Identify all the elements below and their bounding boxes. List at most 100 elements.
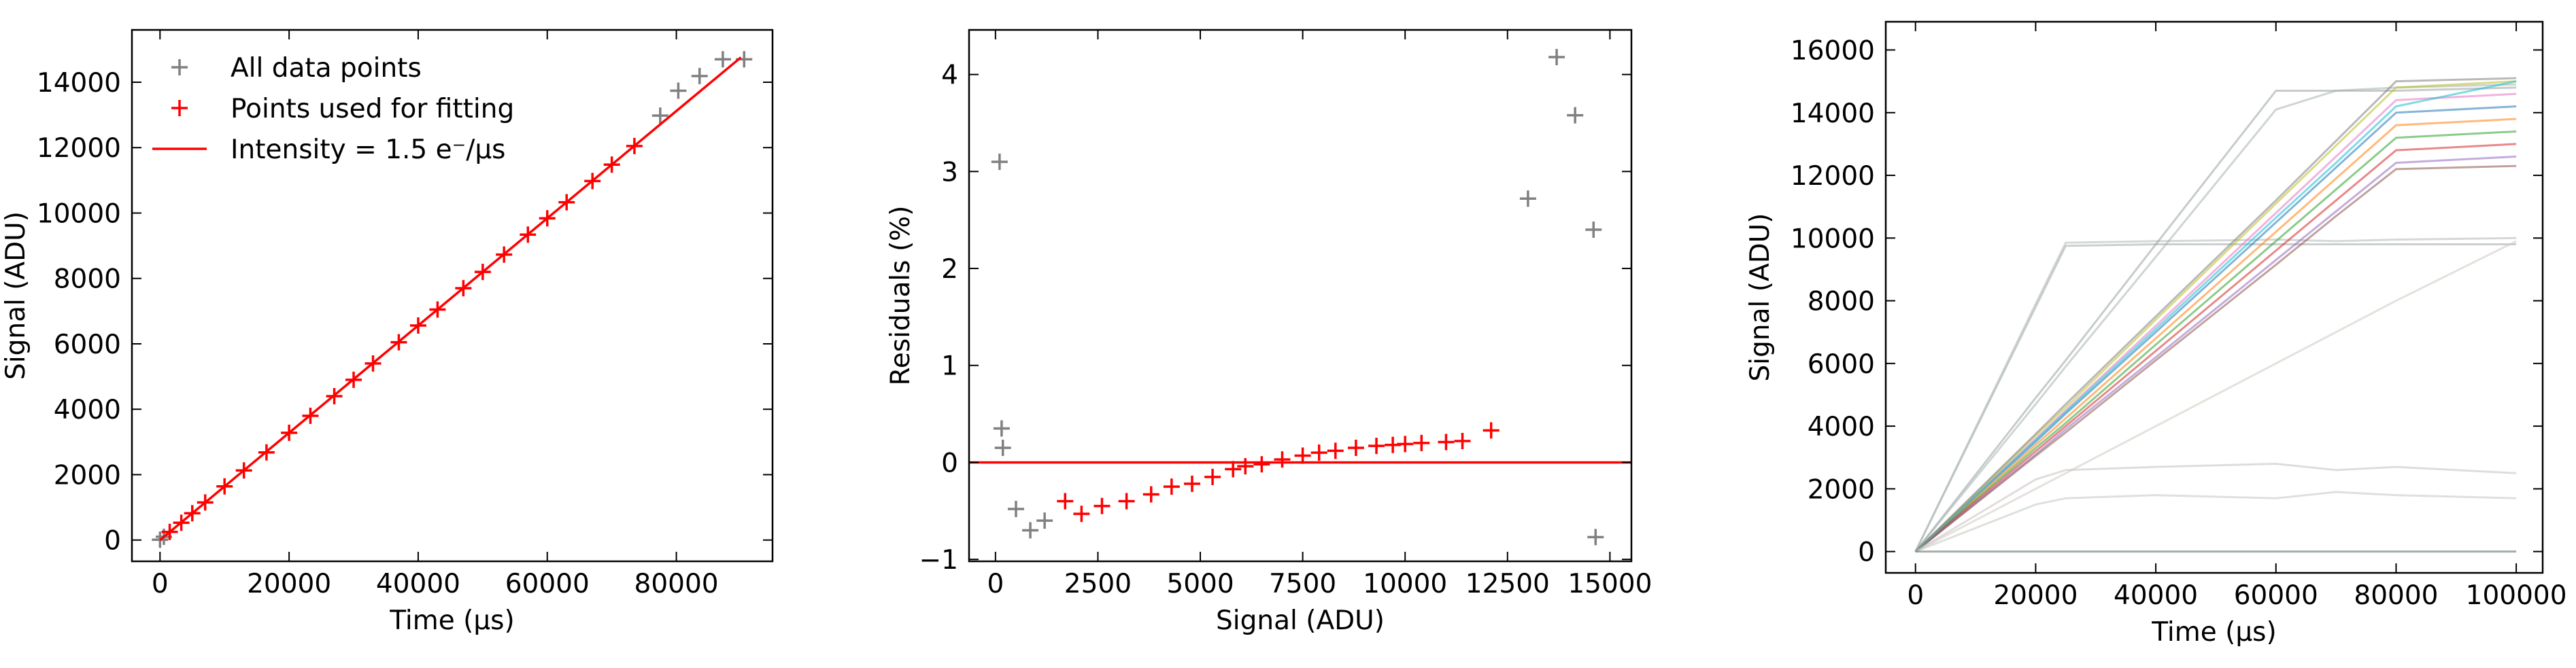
- data-point: [1073, 506, 1090, 523]
- x-tick-label: 40000: [376, 569, 460, 599]
- plot-area: [969, 48, 1631, 546]
- x-tick-label: 0: [987, 569, 1004, 599]
- data-line: [1915, 240, 2517, 552]
- x-tick-label: 60000: [2234, 580, 2318, 611]
- x-tick-label: 12500: [1465, 569, 1550, 599]
- data-point: [1310, 444, 1327, 461]
- data-point: [1482, 422, 1499, 439]
- x-tick-label: 15000: [1567, 569, 1652, 599]
- chart: 0 20000 40000 60000 80000 0 2000 4000 6000 8000 10…: [1, 29, 774, 636]
- y-tick-label: 3: [941, 157, 958, 188]
- y-tick-label: 8000: [54, 264, 121, 295]
- data-point: [651, 107, 668, 124]
- data-point: [1225, 461, 1242, 478]
- data-point: [1519, 190, 1536, 207]
- x-tick-label: 0: [152, 569, 169, 599]
- y-tick-label: 0: [1858, 538, 1875, 568]
- x-tick-label: 20000: [247, 569, 331, 599]
- legend-label: Points used for fitting: [231, 94, 514, 124]
- data-line: [1914, 236, 2517, 552]
- axes-frame: [1884, 20, 2544, 574]
- x-tick-label: 80000: [2354, 580, 2438, 611]
- data-point: [1163, 478, 1180, 495]
- data-point: [1022, 522, 1039, 539]
- y-tick-label: 12000: [1791, 161, 1875, 192]
- plot-area: [1914, 77, 2517, 553]
- data-point: [1548, 48, 1565, 65]
- data-line: [1914, 83, 2517, 552]
- x-tick-label: 10000: [1363, 569, 1447, 599]
- data-point: [1036, 512, 1053, 529]
- x-tick-label: 40000: [2114, 580, 2198, 611]
- y-axis-label: Residuals (%): [885, 206, 916, 386]
- x-tick-label: 5000: [1166, 569, 1234, 599]
- data-point: [1347, 440, 1364, 457]
- data-point: [1413, 434, 1430, 451]
- data-line: [1914, 143, 2517, 552]
- data-line: [1914, 86, 2517, 552]
- x-tick-label: 2500: [1064, 569, 1132, 599]
- legend-swatch: [171, 100, 188, 116]
- y-tick-label: 16000: [1791, 36, 1875, 67]
- data-line: [1914, 155, 2517, 552]
- data-line: [159, 56, 742, 542]
- y-tick-label: 8000: [1808, 287, 1875, 317]
- data-point: [1587, 529, 1604, 546]
- y-tick-label: 0: [941, 448, 958, 478]
- data-line: [1915, 491, 2517, 553]
- x-axis-label: Time (μs): [389, 605, 514, 636]
- y-tick-label: 1: [941, 351, 958, 382]
- data-point: [1237, 458, 1254, 475]
- y-tick-label: 10000: [1791, 224, 1875, 254]
- data-point: [1094, 497, 1111, 514]
- y-tick-label: 14000: [37, 68, 121, 99]
- data-line: [1914, 118, 2517, 552]
- y-tick-label: 0: [104, 526, 121, 557]
- legend-marker: [171, 100, 188, 116]
- data-point: [994, 440, 1011, 457]
- x-tick-label: 20000: [1993, 580, 2078, 611]
- data-point: [1567, 107, 1584, 124]
- data-point: [1204, 468, 1221, 485]
- y-tick-label: 10000: [37, 198, 121, 229]
- data-line: [1914, 462, 2517, 552]
- data-point: [1118, 493, 1135, 510]
- data-point: [1057, 493, 1074, 510]
- x-axis-label: Signal (ADU): [1216, 605, 1385, 636]
- data-point: [1183, 475, 1200, 492]
- data-line: [1914, 92, 2517, 552]
- legend-label: Intensity = 1.5 e⁻/μs: [231, 135, 506, 165]
- data-point: [1142, 486, 1159, 503]
- x-tick-label: 60000: [505, 569, 590, 599]
- data-point: [714, 51, 731, 68]
- data-line: [1914, 243, 2517, 552]
- legend-label: All data points: [231, 53, 422, 84]
- chart: 0 2500 5000 7500 10000 12500 15000 −1 0 1 2 3 4 Signa…: [885, 29, 1652, 636]
- data-point: [1454, 433, 1471, 450]
- data-point: [1397, 436, 1414, 453]
- data-point: [1274, 451, 1291, 468]
- x-tick-label: 80000: [634, 569, 719, 599]
- y-tick-label: 2: [941, 254, 958, 285]
- y-tick-label: 6000: [54, 330, 121, 360]
- data-point: [1294, 447, 1311, 464]
- y-axis-label: Signal (ADU): [1745, 213, 1776, 382]
- y-tick-label: 4000: [1808, 412, 1875, 442]
- legend-marker: [171, 59, 188, 75]
- data-line: [1914, 77, 2517, 552]
- x-tick-label: 7500: [1269, 569, 1336, 599]
- y-tick-label: 12000: [37, 133, 121, 164]
- data-point: [691, 67, 708, 84]
- data-point: [1007, 500, 1024, 517]
- y-tick-label: 2000: [54, 460, 121, 491]
- y-tick-label: 2000: [1808, 474, 1875, 505]
- data-point: [991, 154, 1008, 171]
- legend-swatch: [171, 59, 188, 75]
- data-point: [670, 82, 687, 99]
- data-line: [1914, 105, 2517, 552]
- axes-frame: [131, 29, 774, 563]
- data-point: [1253, 456, 1270, 473]
- axes-frame: [968, 29, 1633, 563]
- data-line: [1914, 130, 2517, 552]
